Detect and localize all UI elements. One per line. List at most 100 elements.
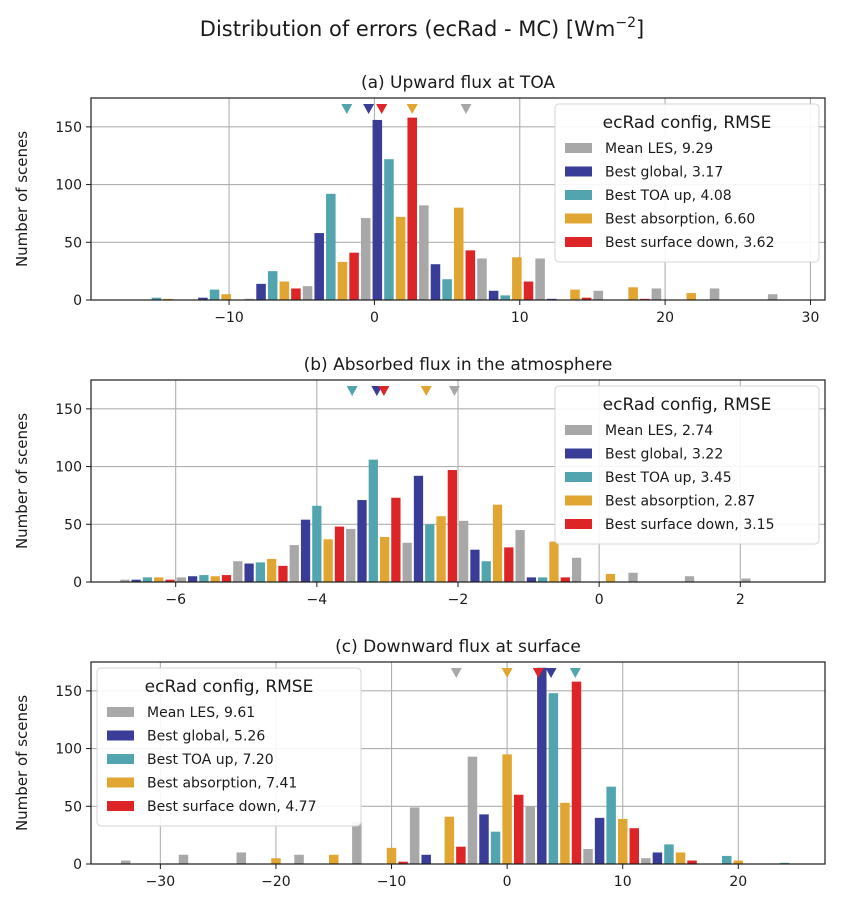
bar <box>176 577 186 582</box>
legend-swatch <box>565 495 592 506</box>
bar <box>535 258 545 300</box>
legend-swatch <box>107 730 134 741</box>
bar <box>271 858 281 864</box>
bar <box>641 858 651 864</box>
legend-entry: Mean LES, 2.74 <box>605 423 713 439</box>
bar <box>267 558 277 582</box>
median-marker <box>371 386 383 396</box>
legend-entry: Mean LES, 9.29 <box>605 141 713 157</box>
x-tick-label: 2 <box>736 592 745 608</box>
legend-swatch <box>107 777 134 788</box>
legend-entry: Best surface down, 4.77 <box>147 799 317 815</box>
legend: ecRad config, RMSE Mean LES, 9.29 Best glo… <box>554 103 820 263</box>
median-marker <box>448 386 460 396</box>
bar <box>504 547 514 582</box>
bar <box>722 855 732 864</box>
bar <box>560 577 570 582</box>
bar <box>628 287 638 300</box>
bar <box>442 279 452 300</box>
bar <box>733 860 744 864</box>
bar <box>199 575 209 582</box>
median-marker <box>545 668 557 678</box>
legend: ecRad config, RMSE Mean LES, 9.61 Best glo… <box>96 667 362 827</box>
y-tick-label: 0 <box>73 293 82 309</box>
bar <box>447 470 457 582</box>
bar <box>151 297 162 300</box>
bar <box>379 536 390 582</box>
bar <box>395 216 406 300</box>
bar <box>300 519 311 582</box>
bar <box>409 807 420 864</box>
bar <box>571 681 582 864</box>
y-axis-label: Number of scenes <box>13 131 31 267</box>
bar <box>560 802 570 864</box>
median-marker <box>346 386 358 396</box>
median-marker <box>406 104 418 114</box>
y-axis-label: Number of scenes <box>13 413 31 549</box>
x-tick-label: 0 <box>503 874 512 890</box>
legend-title: ecRad config, RMSE <box>603 395 772 415</box>
bars <box>120 667 790 864</box>
x-tick-label: −2 <box>448 592 469 608</box>
median-marker <box>460 104 472 114</box>
legend-entry: Best global, 3.22 <box>605 447 723 463</box>
legend-swatch <box>107 801 134 811</box>
bar <box>419 205 429 300</box>
legend-entry: Best TOA up, 7.20 <box>147 752 274 768</box>
bar <box>593 290 604 300</box>
ticks: −10 0 10 20 30 0 50 100 150 <box>55 120 819 326</box>
markers <box>346 386 460 396</box>
bar <box>256 283 266 300</box>
x-tick-label: 0 <box>595 592 604 608</box>
ticks: −30 −20 −10 0 10 20 0 50 100 150 <box>55 684 747 890</box>
y-tick-label: 50 <box>64 799 82 815</box>
bar <box>294 854 304 864</box>
axes-frame <box>90 661 826 865</box>
y-tick-label: 150 <box>55 684 82 700</box>
bar <box>131 579 141 582</box>
bar <box>221 575 232 582</box>
legend-entry: Best absorption, 2.87 <box>605 494 755 510</box>
x-tick-label: 30 <box>802 310 820 326</box>
bar <box>523 281 534 300</box>
legend-box <box>96 667 362 827</box>
median-marker <box>341 104 353 114</box>
median-marker <box>376 104 388 114</box>
x-tick-label: −20 <box>261 874 291 890</box>
legend-swatch <box>565 448 592 459</box>
bar <box>548 693 559 864</box>
median-marker <box>378 386 390 396</box>
bar <box>583 848 593 864</box>
legend-entry: Best absorption, 7.41 <box>147 776 297 792</box>
bar <box>477 258 487 300</box>
bar <box>456 846 466 864</box>
legend-entry: Mean LES, 9.61 <box>147 705 255 721</box>
bar <box>515 530 525 582</box>
bars <box>151 117 778 300</box>
bar <box>481 561 491 582</box>
x-tick-label: 10 <box>614 874 632 890</box>
bar <box>513 794 524 864</box>
bar <box>628 572 638 582</box>
bar <box>684 576 695 582</box>
bar <box>209 289 220 300</box>
ticks: −6 −4 −2 0 2 0 50 100 150 <box>55 402 745 608</box>
bar <box>537 667 547 864</box>
bar <box>490 831 501 864</box>
bar <box>236 852 247 864</box>
bar <box>279 281 290 300</box>
x-tick-label: −30 <box>146 874 176 890</box>
panel-title: (b) Absorbed flux in the atmosphere <box>304 355 613 375</box>
bar <box>120 579 130 582</box>
legend: ecRad config, RMSE Mean LES, 2.74 Best glo… <box>554 385 820 545</box>
median-marker <box>420 386 432 396</box>
bar <box>357 500 367 582</box>
bar <box>605 573 616 582</box>
y-tick-label: 100 <box>55 460 82 476</box>
bar <box>767 294 778 300</box>
bar <box>188 576 198 582</box>
legend-entry: Best global, 5.26 <box>147 729 265 745</box>
bar <box>233 561 243 582</box>
bar <box>384 159 394 300</box>
